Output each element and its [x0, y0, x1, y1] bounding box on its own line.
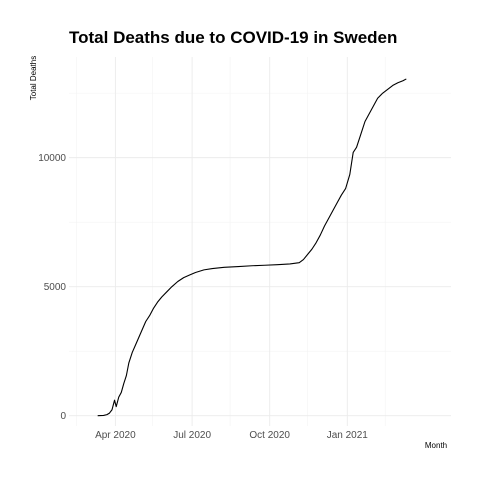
- y-tick-label-2: 10000: [38, 153, 66, 164]
- x-axis-title: Month: [425, 441, 447, 450]
- x-tick-label-3: Jan 2021: [327, 430, 369, 441]
- y-axis-title: Total Deaths: [29, 56, 38, 100]
- x-tick-label-2: Oct 2020: [249, 430, 290, 441]
- y-tick-label-1: 5000: [44, 282, 67, 293]
- x-axis-ticks: Apr 2020 Jul 2020 Oct 2020 Jan 2021: [95, 430, 368, 441]
- series-layer: [97, 78, 407, 417]
- x-tick-label-1: Jul 2020: [173, 430, 211, 441]
- y-tick-label-0: 0: [60, 411, 66, 422]
- series-line-0: [97, 78, 407, 417]
- y-axis-ticks: 0 5000 10000: [38, 153, 66, 422]
- major-gridlines: [69, 57, 451, 426]
- x-tick-label-0: Apr 2020: [95, 430, 136, 441]
- minor-gridlines: [69, 57, 451, 426]
- chart-title: Total Deaths due to COVID-19 in Sweden: [69, 28, 397, 47]
